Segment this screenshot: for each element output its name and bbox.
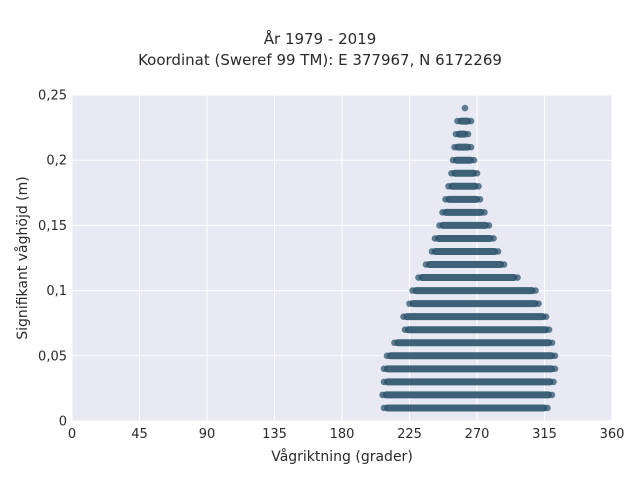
x-tick-label: 225: [397, 427, 422, 442]
x-tick-label: 45: [131, 427, 148, 442]
data-point: [380, 365, 388, 373]
y-tick-label: 0,25: [38, 89, 67, 104]
data-point: [452, 130, 460, 138]
data-point: [514, 274, 521, 281]
data-point: [535, 300, 542, 307]
chart-subtitle: Koordinat (Sweref 99 TM): E 377967, N 61…: [138, 51, 502, 69]
data-point-band: [403, 313, 546, 321]
data-point-band: [439, 221, 489, 229]
data-points: [379, 104, 559, 412]
data-point: [470, 156, 478, 164]
data-point-band: [387, 352, 555, 360]
data-point: [448, 169, 455, 177]
chart-title: År 1979 - 2019: [263, 30, 377, 48]
data-point: [391, 339, 398, 347]
data-point-band: [412, 287, 536, 295]
data-point-band: [432, 247, 498, 255]
y-axis: 0 0,05 0,1 0,15 0,2 0,25: [38, 89, 67, 430]
data-point: [532, 287, 539, 294]
data-point: [548, 391, 556, 399]
data-point-band: [442, 208, 485, 216]
data-point: [451, 143, 458, 151]
x-tick-label: 180: [330, 427, 355, 442]
data-point: [490, 235, 497, 242]
data-point: [415, 274, 422, 281]
data-point: [485, 222, 493, 229]
x-tick-label: 0: [68, 427, 76, 442]
data-point: [428, 248, 436, 255]
data-point: [383, 352, 391, 360]
data-point-band: [418, 274, 518, 282]
data-point: [461, 104, 469, 112]
data-point: [467, 117, 475, 125]
data-point: [548, 339, 556, 347]
data-point: [500, 261, 508, 268]
data-point: [439, 209, 446, 216]
x-tick-label: 90: [199, 427, 216, 442]
data-point: [401, 326, 409, 334]
data-point: [464, 130, 472, 138]
data-point: [449, 156, 457, 164]
y-tick-label: 0,1: [46, 284, 67, 299]
data-point: [551, 352, 559, 360]
data-point: [400, 313, 407, 320]
data-point: [475, 182, 482, 190]
y-tick-label: 0: [59, 415, 67, 430]
data-point-band: [384, 404, 548, 412]
data-point-band: [457, 117, 471, 125]
data-point: [473, 169, 481, 177]
y-axis-label: Signifikant våghöjd (m): [14, 176, 31, 339]
x-axis: 0 45 90 135 180 225 270 315 360: [68, 427, 625, 442]
data-point-band: [426, 261, 504, 269]
x-tick-label: 135: [262, 427, 287, 442]
data-point: [406, 300, 413, 307]
data-point: [442, 196, 449, 203]
data-point-band: [454, 143, 471, 151]
x-tick-label: 360: [600, 427, 625, 442]
data-point-band: [405, 326, 549, 334]
data-point-band: [451, 169, 477, 177]
y-tick-label: 0,05: [38, 349, 67, 364]
y-tick-label: 0,15: [38, 219, 67, 234]
data-point-band: [384, 365, 555, 373]
data-point: [436, 222, 443, 229]
data-point: [542, 313, 550, 320]
data-point: [379, 391, 386, 399]
data-point-band: [445, 195, 480, 203]
data-point: [476, 196, 484, 203]
data-point-band: [382, 391, 552, 399]
data-point: [422, 261, 430, 268]
data-point: [550, 378, 557, 386]
data-point-band: [394, 339, 552, 347]
data-point: [445, 182, 452, 190]
data-point: [454, 117, 461, 125]
data-point-band: [456, 130, 468, 138]
x-tick-label: 315: [532, 427, 557, 442]
data-point: [380, 378, 388, 386]
data-point: [467, 143, 475, 151]
data-point: [409, 287, 416, 294]
x-tick-label: 270: [465, 427, 490, 442]
data-point: [544, 404, 551, 412]
y-tick-label: 0,2: [46, 154, 67, 169]
data-point: [494, 248, 502, 255]
data-point: [545, 326, 553, 334]
x-axis-label: Vågriktning (grader): [271, 448, 413, 465]
data-point: [551, 365, 559, 373]
data-point: [481, 209, 488, 216]
data-point-band: [448, 182, 479, 190]
data-point: [380, 404, 388, 412]
data-point-band: [435, 234, 494, 242]
data-point: [431, 235, 439, 242]
data-point-band: [409, 300, 539, 308]
data-point-band: [384, 378, 554, 386]
data-point-band: [453, 156, 474, 164]
